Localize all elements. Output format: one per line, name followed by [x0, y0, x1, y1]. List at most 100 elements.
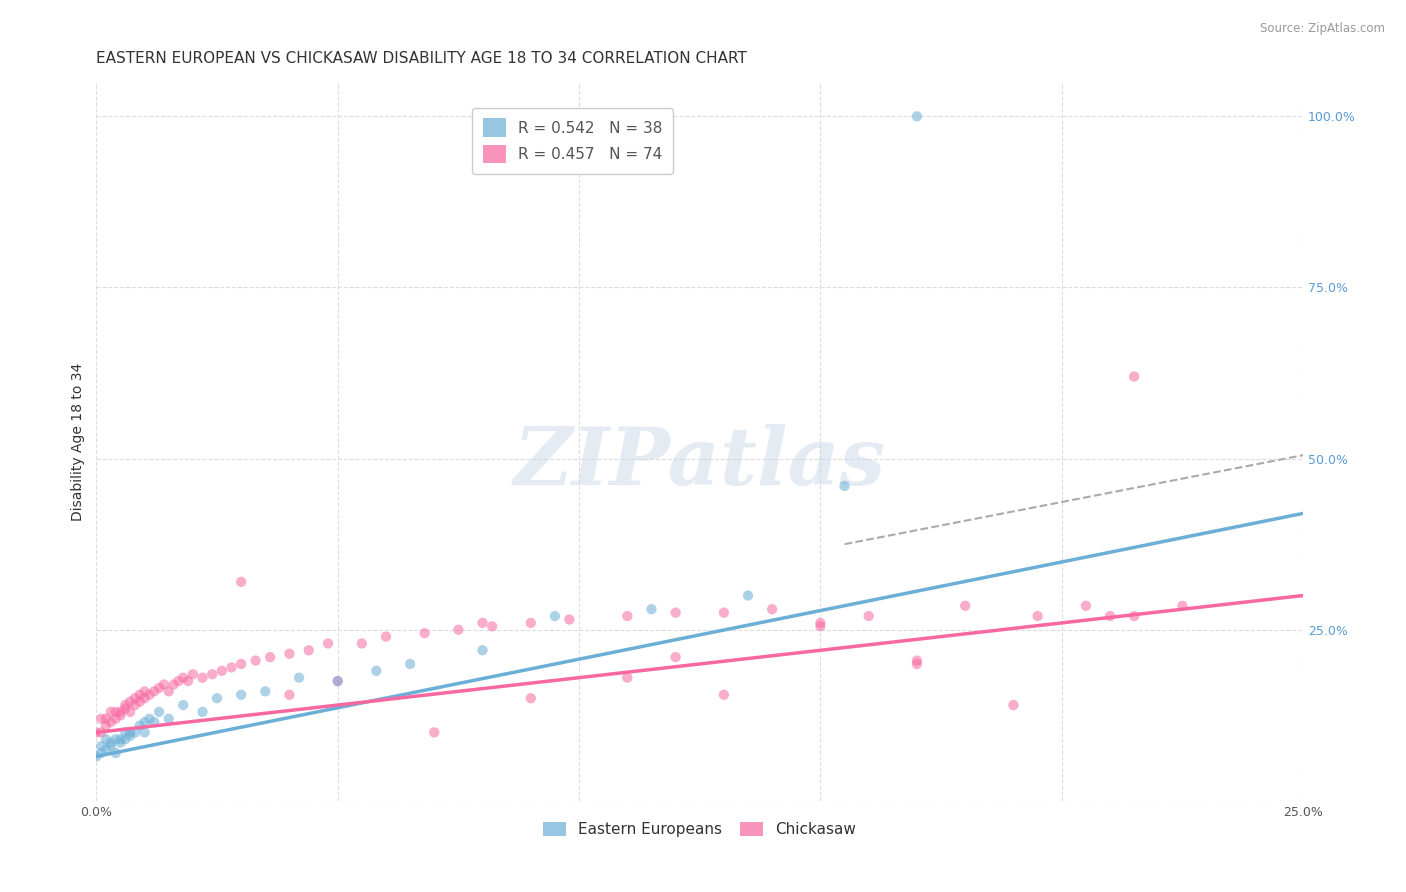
- Point: [316, 636, 339, 650]
- Point: [1026, 609, 1049, 624]
- Point: [254, 684, 277, 698]
- Point: [259, 650, 281, 665]
- Point: [191, 671, 214, 685]
- Point: [366, 664, 388, 678]
- Text: ZIPatlas: ZIPatlas: [513, 425, 886, 502]
- Point: [100, 715, 122, 730]
- Point: [447, 623, 470, 637]
- Point: [94, 742, 117, 756]
- Point: [114, 698, 136, 712]
- Point: [298, 643, 321, 657]
- Point: [143, 684, 166, 698]
- Point: [221, 660, 243, 674]
- Point: [153, 677, 176, 691]
- Point: [124, 725, 146, 739]
- Point: [423, 725, 446, 739]
- Point: [100, 739, 122, 753]
- Point: [90, 712, 112, 726]
- Point: [128, 695, 150, 709]
- Point: [471, 643, 494, 657]
- Point: [520, 615, 543, 630]
- Point: [544, 609, 567, 624]
- Point: [181, 667, 204, 681]
- Point: [616, 671, 638, 685]
- Point: [278, 688, 301, 702]
- Point: [278, 647, 301, 661]
- Point: [138, 712, 160, 726]
- Point: [288, 671, 311, 685]
- Point: [172, 671, 194, 685]
- Point: [905, 654, 928, 668]
- Point: [413, 626, 436, 640]
- Point: [1074, 599, 1097, 613]
- Point: [120, 725, 142, 739]
- Point: [326, 674, 349, 689]
- Text: Source: ZipAtlas.com: Source: ZipAtlas.com: [1260, 22, 1385, 36]
- Point: [211, 664, 233, 678]
- Point: [134, 691, 156, 706]
- Point: [90, 739, 112, 753]
- Legend: Eastern Europeans, Chickasaw: Eastern Europeans, Chickasaw: [537, 816, 863, 844]
- Point: [520, 691, 543, 706]
- Point: [713, 688, 735, 702]
- Point: [110, 732, 132, 747]
- Point: [471, 615, 494, 630]
- Point: [905, 657, 928, 671]
- Point: [761, 602, 783, 616]
- Point: [350, 636, 373, 650]
- Point: [110, 708, 132, 723]
- Point: [134, 725, 156, 739]
- Point: [558, 612, 581, 626]
- Point: [245, 654, 267, 668]
- Point: [86, 749, 108, 764]
- Point: [1002, 698, 1025, 712]
- Point: [124, 691, 146, 706]
- Point: [104, 705, 127, 719]
- Point: [481, 619, 503, 633]
- Point: [640, 602, 662, 616]
- Point: [162, 677, 184, 691]
- Point: [104, 746, 127, 760]
- Point: [148, 705, 170, 719]
- Point: [134, 684, 156, 698]
- Point: [231, 688, 253, 702]
- Point: [665, 606, 688, 620]
- Point: [399, 657, 422, 671]
- Point: [172, 698, 194, 712]
- Point: [231, 574, 253, 589]
- Point: [114, 725, 136, 739]
- Y-axis label: Disability Age 18 to 34: Disability Age 18 to 34: [72, 362, 86, 521]
- Point: [1123, 369, 1146, 384]
- Point: [326, 674, 349, 689]
- Point: [138, 688, 160, 702]
- Point: [810, 619, 832, 633]
- Point: [86, 725, 108, 739]
- Point: [834, 479, 856, 493]
- Text: EASTERN EUROPEAN VS CHICKASAW DISABILITY AGE 18 TO 34 CORRELATION CHART: EASTERN EUROPEAN VS CHICKASAW DISABILITY…: [97, 51, 747, 66]
- Point: [94, 712, 117, 726]
- Point: [201, 667, 224, 681]
- Point: [148, 681, 170, 695]
- Point: [665, 650, 688, 665]
- Point: [191, 705, 214, 719]
- Point: [100, 705, 122, 719]
- Point: [955, 599, 977, 613]
- Point: [128, 718, 150, 732]
- Point: [120, 695, 142, 709]
- Point: [104, 732, 127, 747]
- Point: [1123, 609, 1146, 624]
- Point: [905, 109, 928, 123]
- Point: [858, 609, 880, 624]
- Point: [1098, 609, 1121, 624]
- Point: [737, 589, 759, 603]
- Point: [114, 732, 136, 747]
- Point: [713, 606, 735, 620]
- Point: [120, 705, 142, 719]
- Point: [810, 615, 832, 630]
- Point: [128, 688, 150, 702]
- Point: [177, 674, 200, 689]
- Point: [157, 712, 180, 726]
- Point: [94, 718, 117, 732]
- Point: [120, 729, 142, 743]
- Point: [90, 746, 112, 760]
